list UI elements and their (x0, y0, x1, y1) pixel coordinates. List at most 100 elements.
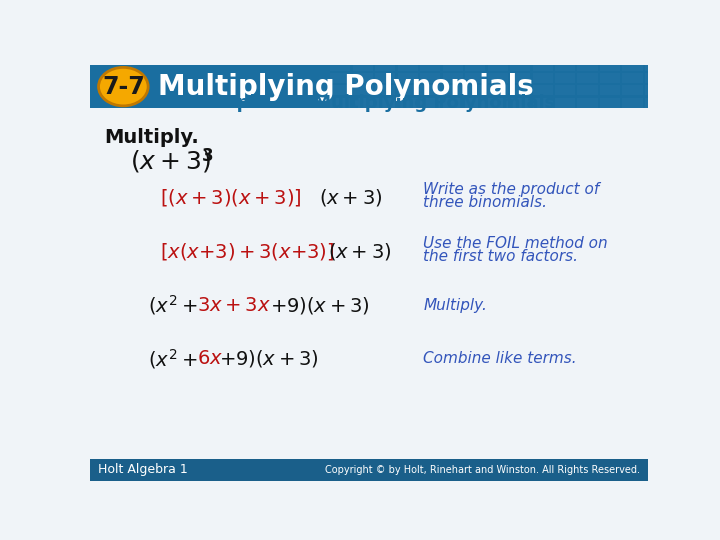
FancyBboxPatch shape (622, 60, 642, 71)
FancyBboxPatch shape (600, 73, 620, 83)
FancyBboxPatch shape (465, 60, 485, 71)
FancyBboxPatch shape (375, 98, 395, 107)
FancyBboxPatch shape (397, 73, 418, 83)
Text: Combine like terms.: Combine like terms. (423, 352, 577, 367)
FancyBboxPatch shape (510, 49, 530, 58)
FancyBboxPatch shape (533, 85, 553, 96)
FancyBboxPatch shape (533, 73, 553, 83)
Text: Holt Algebra 1: Holt Algebra 1 (98, 463, 187, 476)
Text: three binomials.: three binomials. (423, 195, 547, 210)
FancyBboxPatch shape (375, 49, 395, 58)
FancyBboxPatch shape (555, 49, 575, 58)
FancyBboxPatch shape (622, 98, 642, 107)
FancyBboxPatch shape (420, 98, 441, 107)
Text: Use the FOIL method on: Use the FOIL method on (423, 236, 608, 251)
Text: Multiply.: Multiply. (104, 129, 199, 147)
FancyBboxPatch shape (465, 98, 485, 107)
FancyBboxPatch shape (577, 60, 598, 71)
Text: 3: 3 (202, 147, 213, 165)
FancyBboxPatch shape (510, 85, 530, 96)
FancyBboxPatch shape (330, 85, 351, 96)
FancyBboxPatch shape (397, 85, 418, 96)
FancyBboxPatch shape (533, 98, 553, 107)
FancyBboxPatch shape (487, 85, 508, 96)
Text: Write as the product of: Write as the product of (423, 182, 600, 197)
FancyBboxPatch shape (353, 60, 373, 71)
FancyBboxPatch shape (667, 98, 688, 107)
FancyBboxPatch shape (622, 49, 642, 58)
FancyBboxPatch shape (330, 98, 351, 107)
FancyBboxPatch shape (375, 60, 395, 71)
FancyBboxPatch shape (645, 98, 665, 107)
FancyBboxPatch shape (712, 85, 720, 96)
Text: Copyright © by Holt, Rinehart and Winston. All Rights Reserved.: Copyright © by Holt, Rinehart and Winsto… (325, 465, 640, 475)
FancyBboxPatch shape (375, 73, 395, 83)
FancyBboxPatch shape (443, 73, 463, 83)
FancyBboxPatch shape (645, 85, 665, 96)
Text: the first two factors.: the first two factors. (423, 249, 578, 264)
FancyBboxPatch shape (577, 49, 598, 58)
Ellipse shape (99, 68, 148, 106)
FancyBboxPatch shape (600, 60, 620, 71)
FancyBboxPatch shape (487, 49, 508, 58)
FancyBboxPatch shape (690, 98, 710, 107)
FancyBboxPatch shape (577, 85, 598, 96)
FancyBboxPatch shape (487, 60, 508, 71)
Text: $(x^2 + $: $(x^2 + $ (148, 293, 197, 317)
FancyBboxPatch shape (397, 98, 418, 107)
FancyBboxPatch shape (555, 85, 575, 96)
FancyBboxPatch shape (353, 49, 373, 58)
FancyBboxPatch shape (420, 60, 441, 71)
FancyBboxPatch shape (443, 85, 463, 96)
FancyBboxPatch shape (420, 85, 441, 96)
Text: $[x(x{+}3) + 3(x{+}3)]$: $[x(x{+}3) + 3(x{+}3)]$ (160, 241, 334, 262)
Text: Multiplying Polynomials: Multiplying Polynomials (158, 72, 534, 100)
FancyBboxPatch shape (712, 98, 720, 107)
FancyBboxPatch shape (645, 60, 665, 71)
Text: $6x$: $6x$ (197, 349, 223, 368)
FancyBboxPatch shape (465, 85, 485, 96)
FancyBboxPatch shape (712, 49, 720, 58)
FancyBboxPatch shape (577, 73, 598, 83)
Text: $(x + 3)$: $(x + 3)$ (319, 187, 382, 208)
FancyBboxPatch shape (600, 98, 620, 107)
FancyBboxPatch shape (600, 49, 620, 58)
Text: Example 4C: Multiplying Polynomials: Example 4C: Multiplying Polynomials (182, 94, 556, 112)
FancyBboxPatch shape (420, 73, 441, 83)
Text: $(x + 3)$: $(x + 3)$ (130, 148, 211, 174)
FancyBboxPatch shape (487, 73, 508, 83)
FancyBboxPatch shape (712, 60, 720, 71)
Text: $(x + 3)$: $(x + 3)$ (328, 241, 392, 262)
FancyBboxPatch shape (443, 60, 463, 71)
FancyBboxPatch shape (645, 73, 665, 83)
FancyBboxPatch shape (577, 98, 598, 107)
FancyBboxPatch shape (712, 73, 720, 83)
FancyBboxPatch shape (443, 98, 463, 107)
FancyBboxPatch shape (375, 85, 395, 96)
FancyBboxPatch shape (353, 73, 373, 83)
FancyBboxPatch shape (622, 85, 642, 96)
Text: $+ 9)(x + 3)$: $+ 9)(x + 3)$ (270, 294, 369, 315)
FancyBboxPatch shape (443, 49, 463, 58)
Text: $[(x + 3)(x + 3)]$: $[(x + 3)(x + 3)]$ (160, 187, 302, 208)
FancyBboxPatch shape (622, 73, 642, 83)
FancyBboxPatch shape (330, 49, 351, 58)
FancyBboxPatch shape (353, 98, 373, 107)
FancyBboxPatch shape (690, 73, 710, 83)
FancyBboxPatch shape (667, 85, 688, 96)
FancyBboxPatch shape (465, 49, 485, 58)
FancyBboxPatch shape (690, 85, 710, 96)
FancyBboxPatch shape (690, 60, 710, 71)
FancyBboxPatch shape (465, 73, 485, 83)
Text: $+ 9)(x + 3)$: $+ 9)(x + 3)$ (219, 348, 318, 369)
FancyBboxPatch shape (533, 60, 553, 71)
FancyBboxPatch shape (555, 98, 575, 107)
FancyBboxPatch shape (510, 73, 530, 83)
Text: $3x + 3x$: $3x + 3x$ (197, 295, 271, 314)
FancyBboxPatch shape (667, 49, 688, 58)
FancyBboxPatch shape (330, 73, 351, 83)
FancyBboxPatch shape (353, 85, 373, 96)
FancyBboxPatch shape (667, 60, 688, 71)
FancyBboxPatch shape (330, 60, 351, 71)
FancyBboxPatch shape (600, 85, 620, 96)
